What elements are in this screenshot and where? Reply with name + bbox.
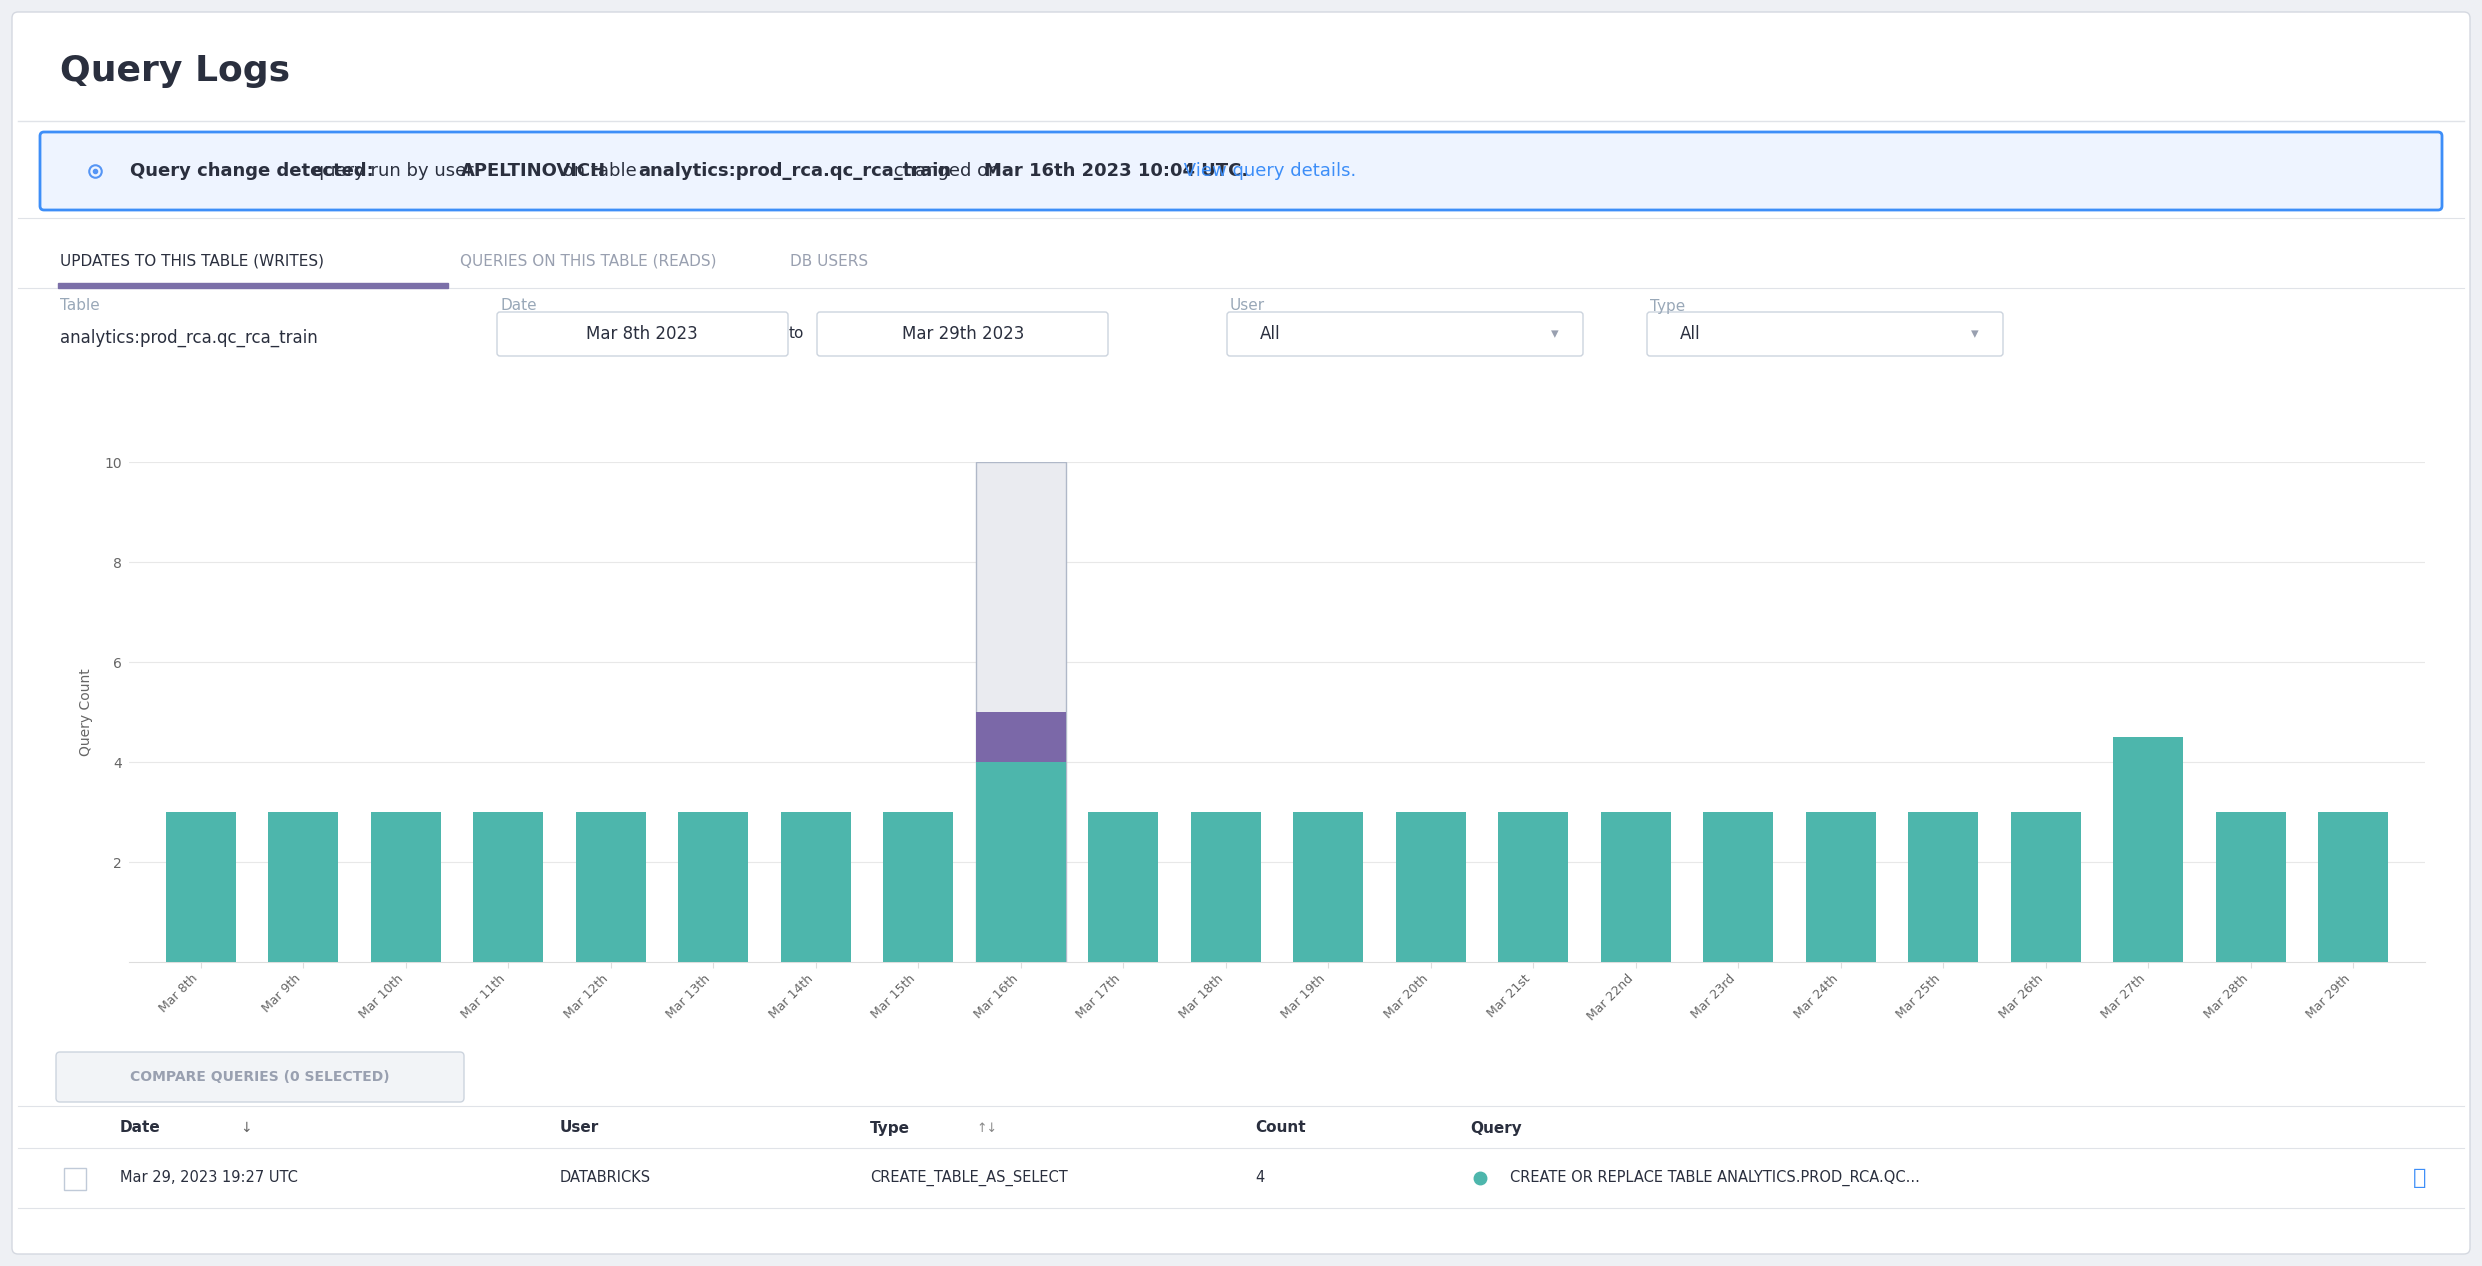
- Text: analytics:prod_rca.qc_rca_train: analytics:prod_rca.qc_rca_train: [60, 329, 318, 347]
- Bar: [782, 813, 851, 962]
- Bar: [975, 462, 1065, 962]
- Bar: [1807, 813, 1876, 962]
- Bar: [1703, 813, 1772, 962]
- Text: ▾: ▾: [1971, 327, 1978, 342]
- Text: ↑↓: ↑↓: [975, 1122, 998, 1134]
- Bar: [2112, 737, 2184, 962]
- Text: Type: Type: [1651, 299, 1685, 314]
- Text: Query: Query: [1469, 1120, 1521, 1136]
- Text: ↓: ↓: [241, 1120, 251, 1136]
- Text: ⓘ: ⓘ: [2413, 1169, 2427, 1188]
- FancyBboxPatch shape: [1226, 311, 1584, 356]
- Bar: [1499, 813, 1569, 962]
- Text: DATABRICKS: DATABRICKS: [561, 1171, 650, 1185]
- Text: Query change detected:: Query change detected:: [129, 162, 375, 180]
- FancyBboxPatch shape: [1648, 311, 2003, 356]
- Bar: [65, 1169, 87, 1190]
- Bar: [2318, 813, 2388, 962]
- Text: 4: 4: [1256, 1171, 1263, 1185]
- Bar: [2010, 813, 2080, 962]
- Text: Table: Table: [60, 299, 99, 314]
- Bar: [474, 813, 544, 962]
- Text: Mar 16th 2023 10:04 UTC.: Mar 16th 2023 10:04 UTC.: [985, 162, 1248, 180]
- Text: ▾: ▾: [1551, 327, 1559, 342]
- Text: All: All: [1680, 325, 1700, 343]
- Bar: [2216, 813, 2286, 962]
- FancyBboxPatch shape: [817, 311, 1107, 356]
- Text: View query details.: View query details.: [1179, 162, 1355, 180]
- Text: CREATE OR REPLACE TABLE ANALYTICS.PROD_RCA.QC...: CREATE OR REPLACE TABLE ANALYTICS.PROD_R…: [1509, 1170, 1921, 1186]
- FancyBboxPatch shape: [496, 311, 787, 356]
- Bar: [1191, 813, 1261, 962]
- Text: APELTINOVICH: APELTINOVICH: [462, 162, 606, 180]
- Text: analytics:prod_rca.qc_rca_train: analytics:prod_rca.qc_rca_train: [638, 162, 951, 180]
- Bar: [1909, 813, 1978, 962]
- Y-axis label: Query Count: Query Count: [79, 668, 94, 756]
- Bar: [576, 813, 645, 962]
- Text: User: User: [1231, 299, 1266, 314]
- Text: All: All: [1261, 325, 1281, 343]
- Bar: [1601, 813, 1670, 962]
- Bar: [678, 813, 747, 962]
- Text: QUERIES ON THIS TABLE (READS): QUERIES ON THIS TABLE (READS): [459, 253, 717, 268]
- Text: Mar 8th 2023: Mar 8th 2023: [586, 325, 697, 343]
- Text: Date: Date: [499, 299, 536, 314]
- Text: on table: on table: [556, 162, 643, 180]
- Bar: [884, 813, 953, 962]
- Text: Mar 29th 2023: Mar 29th 2023: [901, 325, 1025, 343]
- Text: query run by user: query run by user: [308, 162, 479, 180]
- Bar: [975, 711, 1065, 962]
- Text: to: to: [789, 327, 804, 342]
- FancyBboxPatch shape: [12, 11, 2470, 1255]
- Text: User: User: [561, 1120, 598, 1136]
- Bar: [268, 813, 338, 962]
- Text: Count: Count: [1256, 1120, 1306, 1136]
- Text: changed on: changed on: [889, 162, 1005, 180]
- Bar: [1395, 813, 1464, 962]
- Text: DB USERS: DB USERS: [789, 253, 869, 268]
- Bar: [1090, 813, 1159, 962]
- Bar: [166, 813, 236, 962]
- Bar: [1293, 813, 1363, 962]
- Text: Mar 29, 2023 19:27 UTC: Mar 29, 2023 19:27 UTC: [119, 1171, 298, 1185]
- FancyBboxPatch shape: [57, 1052, 464, 1101]
- Bar: [975, 711, 1065, 762]
- FancyBboxPatch shape: [40, 132, 2442, 210]
- Text: COMPARE QUERIES (0 SELECTED): COMPARE QUERIES (0 SELECTED): [129, 1070, 390, 1084]
- Text: Type: Type: [871, 1120, 911, 1136]
- Text: CREATE_TABLE_AS_SELECT: CREATE_TABLE_AS_SELECT: [871, 1170, 1067, 1186]
- Text: UPDATES TO THIS TABLE (WRITES): UPDATES TO THIS TABLE (WRITES): [60, 253, 325, 268]
- Bar: [370, 813, 442, 962]
- Text: Date: Date: [119, 1120, 161, 1136]
- Bar: [57, 284, 447, 287]
- Text: Query Logs: Query Logs: [60, 54, 290, 89]
